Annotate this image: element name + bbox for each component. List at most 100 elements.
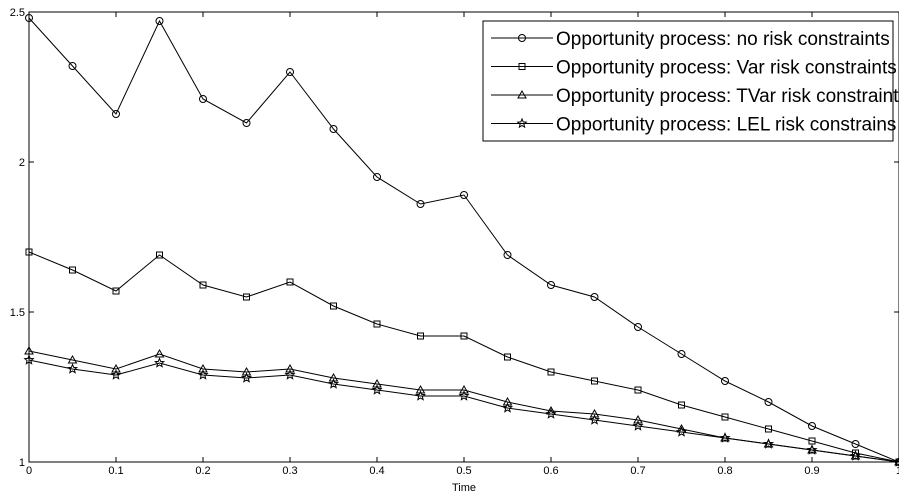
data-point-square [199, 281, 207, 289]
data-point-triangle [415, 384, 426, 394]
data-point-circle [721, 377, 729, 385]
data-point-triangle [328, 372, 339, 382]
data-point-triangle [502, 396, 513, 406]
y-tick-label: 2.5 [10, 7, 25, 19]
data-point-star [458, 390, 470, 401]
data-point-square [112, 287, 120, 295]
data-point-circle [590, 293, 599, 301]
legend: Opportunity process: no risk constraints… [482, 20, 899, 142]
legend-label: Opportunity process: LEL risk constrains [556, 115, 896, 136]
data-point-circle [25, 14, 33, 22]
data-point-star [110, 369, 122, 380]
data-point-circle [112, 110, 120, 118]
data-point-square [330, 302, 337, 310]
data-point-circle [373, 173, 381, 181]
data-point-star [675, 426, 688, 437]
data-point-star [806, 444, 818, 455]
data-point-square [417, 332, 424, 340]
x-tick-label: 0.1 [108, 465, 123, 477]
data-point-star [893, 456, 899, 467]
data-point-circle [764, 398, 773, 406]
data-point-star [414, 390, 427, 401]
x-tick-label: 0.7 [630, 465, 645, 477]
series-star [23, 354, 899, 467]
data-point-square [156, 251, 163, 259]
legend-item: Opportunity process: LEL risk constrains [491, 115, 896, 136]
legend-item: Opportunity process: no risk constraints [491, 29, 890, 50]
data-point-circle [460, 191, 468, 199]
axis-ticks: 0 0.1 0.2 0.3 0.4 0.5 0.6 0.7 0.8 0.9 1 1 1.5 2 2.5 [10, 7, 899, 477]
data-point-square [591, 377, 598, 385]
series-line [28, 17, 899, 463]
x-tick-label: 0.6 [543, 465, 558, 477]
data-point-circle [416, 200, 425, 208]
x-tick-label: 0.2 [195, 465, 210, 477]
legend-box [482, 20, 894, 142]
x-tick-label: 0 [26, 465, 32, 477]
data-point-star [327, 378, 340, 389]
data-point-circle [851, 440, 860, 448]
data-point-star [66, 363, 79, 374]
data-point-star [762, 438, 775, 449]
data-point-square [518, 63, 526, 70]
data-point-square [634, 386, 642, 394]
x-tick-label: 0.8 [717, 465, 732, 477]
data-point-square [678, 401, 685, 409]
data-point-triangle [67, 354, 78, 364]
y-tick-label: 2 [19, 157, 25, 169]
data-point-triangle [372, 378, 382, 388]
data-point-square [373, 320, 381, 328]
data-point-triangle [241, 366, 252, 376]
data-point-square [69, 266, 76, 274]
y-tick-label: 1.5 [10, 307, 25, 319]
x-tick-label: 1 [896, 465, 899, 477]
y-tick-label: 1 [19, 457, 25, 469]
data-point-star [719, 432, 731, 443]
data-point-circle [242, 119, 251, 127]
data-point-star [153, 357, 166, 368]
data-point-square [504, 353, 511, 361]
series-circle [25, 14, 899, 466]
data-point-triangle [517, 89, 527, 99]
legend-item: Opportunity process: TVar risk constrain… [491, 86, 899, 107]
x-axis-label: Time [452, 482, 476, 494]
legend-label: Opportunity process: no risk constraints [556, 29, 890, 50]
data-point-square [286, 278, 294, 286]
data-point-circle [329, 125, 338, 133]
data-point-circle [677, 350, 686, 358]
data-point-triangle [633, 414, 643, 424]
data-point-circle [68, 62, 77, 70]
data-point-star [588, 414, 601, 425]
data-point-circle [634, 323, 642, 331]
series-line [28, 251, 899, 463]
data-point-circle [199, 95, 207, 103]
data-point-triangle [285, 363, 295, 373]
data-point-star [23, 354, 35, 365]
data-point-circle [503, 251, 512, 259]
data-point-circle [286, 68, 294, 76]
data-point-star [501, 402, 514, 413]
data-point-star [284, 369, 296, 380]
data-point-star [849, 450, 862, 461]
data-point-circle [547, 281, 555, 289]
data-point-triangle [111, 363, 121, 373]
data-point-square [547, 368, 555, 376]
data-point-square [765, 425, 772, 433]
data-point-star [632, 420, 644, 431]
x-tick-label: 0.9 [804, 465, 819, 477]
data-point-circle [518, 34, 526, 42]
data-point-circle [155, 17, 164, 25]
data-point-triangle [459, 384, 469, 394]
data-point-star [197, 369, 209, 380]
data-point-square [808, 437, 816, 445]
data-point-triangle [24, 345, 34, 355]
legend-label: Opportunity process: Var risk constraint… [556, 58, 897, 79]
series-line [28, 359, 899, 463]
data-point-square [25, 248, 33, 256]
data-point-square [721, 413, 729, 421]
series-square [25, 248, 899, 466]
data-point-triangle [589, 408, 600, 418]
series-layer [23, 14, 899, 467]
data-point-square [243, 293, 250, 301]
